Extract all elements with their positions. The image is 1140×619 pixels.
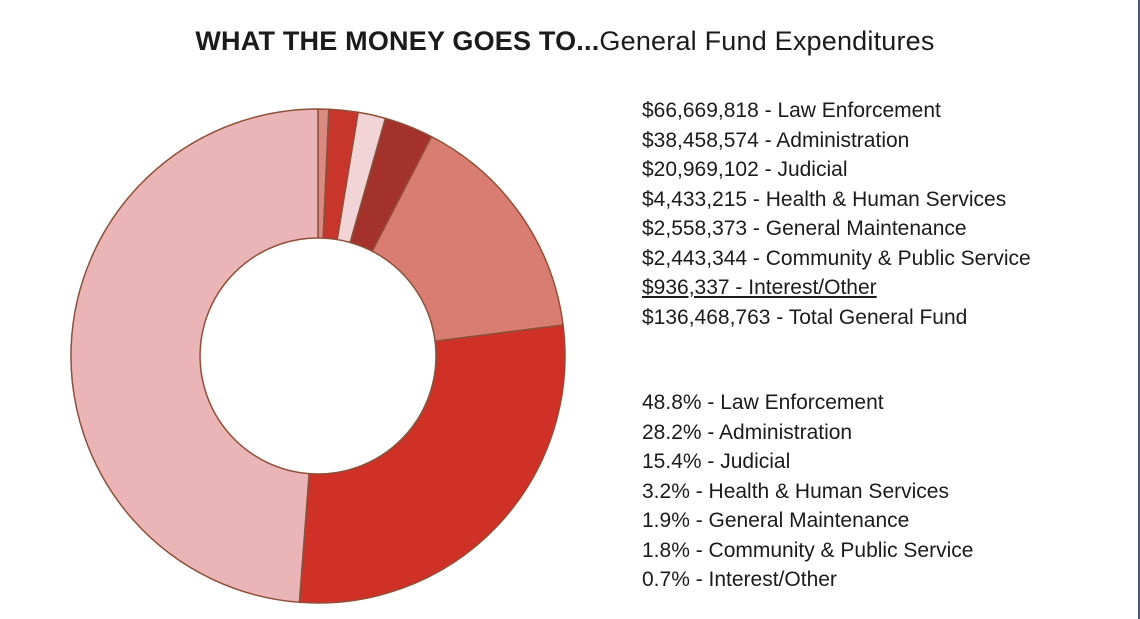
amount-line-general-maintenance: $2,558,373 - General Maintenance [642, 217, 967, 240]
percent-line-community-public-service: 1.8% - Community & Public Service [642, 538, 974, 562]
percent-line-health-human-services: 3.2% - Health & Human Services [642, 479, 949, 503]
percent-line-judicial: 15.4% - Judicial [642, 450, 791, 473]
page-title: WHAT THE MONEY GOES TO...General Fund Ex… [0, 26, 1130, 57]
amount-line-total-general-fund: $136,468,763 - Total General Fund [642, 305, 968, 329]
amount-line-law-enforcement: $66,669,818 - Law Enforcement [642, 99, 941, 122]
page-title-bold: WHAT THE MONEY GOES TO... [195, 26, 600, 56]
amounts-legend: $66,669,818 - Law Enforcement $38,458,574… [642, 96, 1031, 332]
donut-slice-law-enforcement [70, 108, 319, 604]
page-title-regular: General Fund Expenditures [599, 26, 935, 56]
amount-line-health-human-services: $4,433,215 - Health & Human Services [642, 187, 1007, 211]
percent-line-general-maintenance: 1.9% - General Maintenance [642, 509, 910, 532]
amount-line-interest-other: $936,337 - Interest/Other [642, 276, 877, 299]
percent-line-law-enforcement: 48.8% - Law Enforcement [642, 391, 884, 414]
amount-line-administration: $38,458,574 - Administration [642, 128, 910, 152]
donut-slice-judicial [371, 135, 564, 342]
amount-line-judicial: $20,969,102 - Judicial [642, 158, 848, 181]
donut-slice-administration [298, 324, 566, 604]
percent-line-interest-other: 0.7% - Interest/Other [642, 568, 837, 591]
donut-chart [70, 108, 566, 604]
percent-line-administration: 28.2% - Administration [642, 420, 853, 444]
right-border-line [1138, 0, 1140, 619]
percents-legend: 48.8% - Law Enforcement 28.2% - Administr… [642, 388, 973, 595]
amount-line-community-public-service: $2,443,344 - Community & Public Service [642, 246, 1031, 270]
